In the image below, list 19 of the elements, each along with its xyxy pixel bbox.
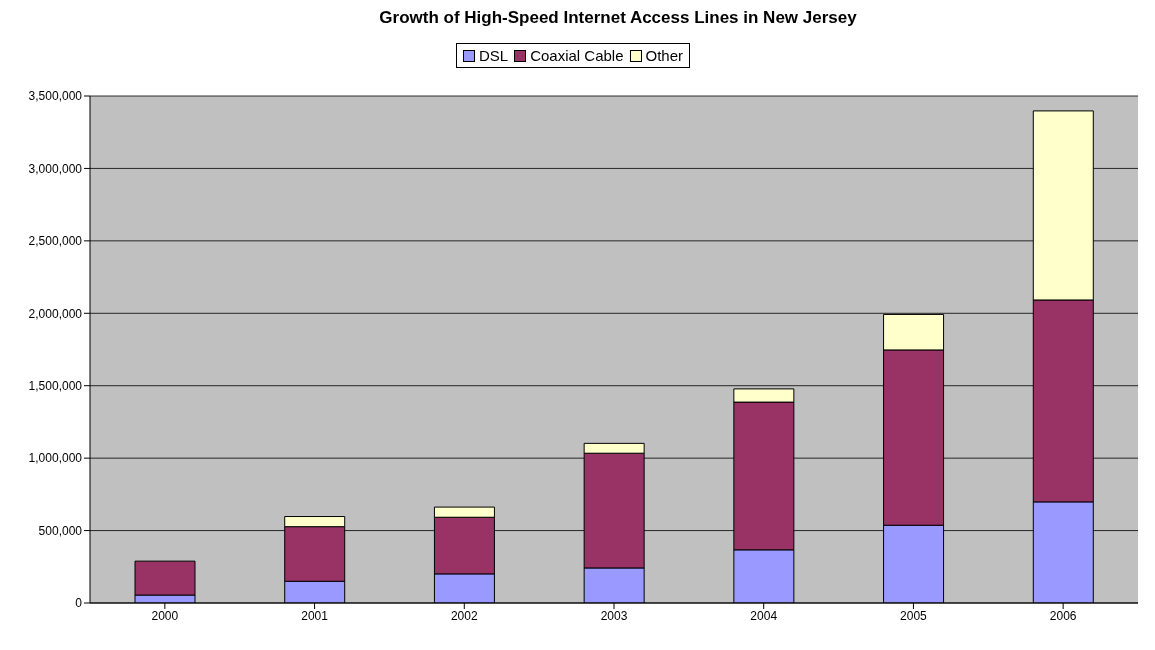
x-tick-label: 2001 — [301, 608, 329, 623]
x-tick-label: 2003 — [600, 608, 628, 623]
y-tick-label: 500,000 — [38, 523, 83, 538]
x-tick-label: 2002 — [450, 608, 478, 623]
y-tick-label: 3,500,000 — [28, 89, 83, 104]
y-tick-label: 0 — [75, 596, 83, 611]
legend-label: DSL — [477, 47, 509, 64]
y-tick-label: 2,000,000 — [28, 306, 83, 321]
y-tick-label: 1,500,000 — [28, 378, 83, 393]
x-tick-label: 2000 — [151, 608, 179, 623]
x-tick-label: 2004 — [750, 608, 778, 623]
x-tick-label: 2005 — [900, 608, 928, 623]
legend-label: Coaxial Cable — [529, 47, 624, 64]
y-tick-label: 3,000,000 — [28, 161, 83, 176]
chart-title: Growth of High-Speed Internet Access Lines in New Jersey — [378, 8, 858, 29]
x-tick-label: 2006 — [1049, 608, 1077, 623]
legend-label: Other — [644, 47, 684, 64]
y-tick-label: 1,000,000 — [28, 451, 83, 466]
y-tick-label: 2,500,000 — [28, 234, 83, 249]
